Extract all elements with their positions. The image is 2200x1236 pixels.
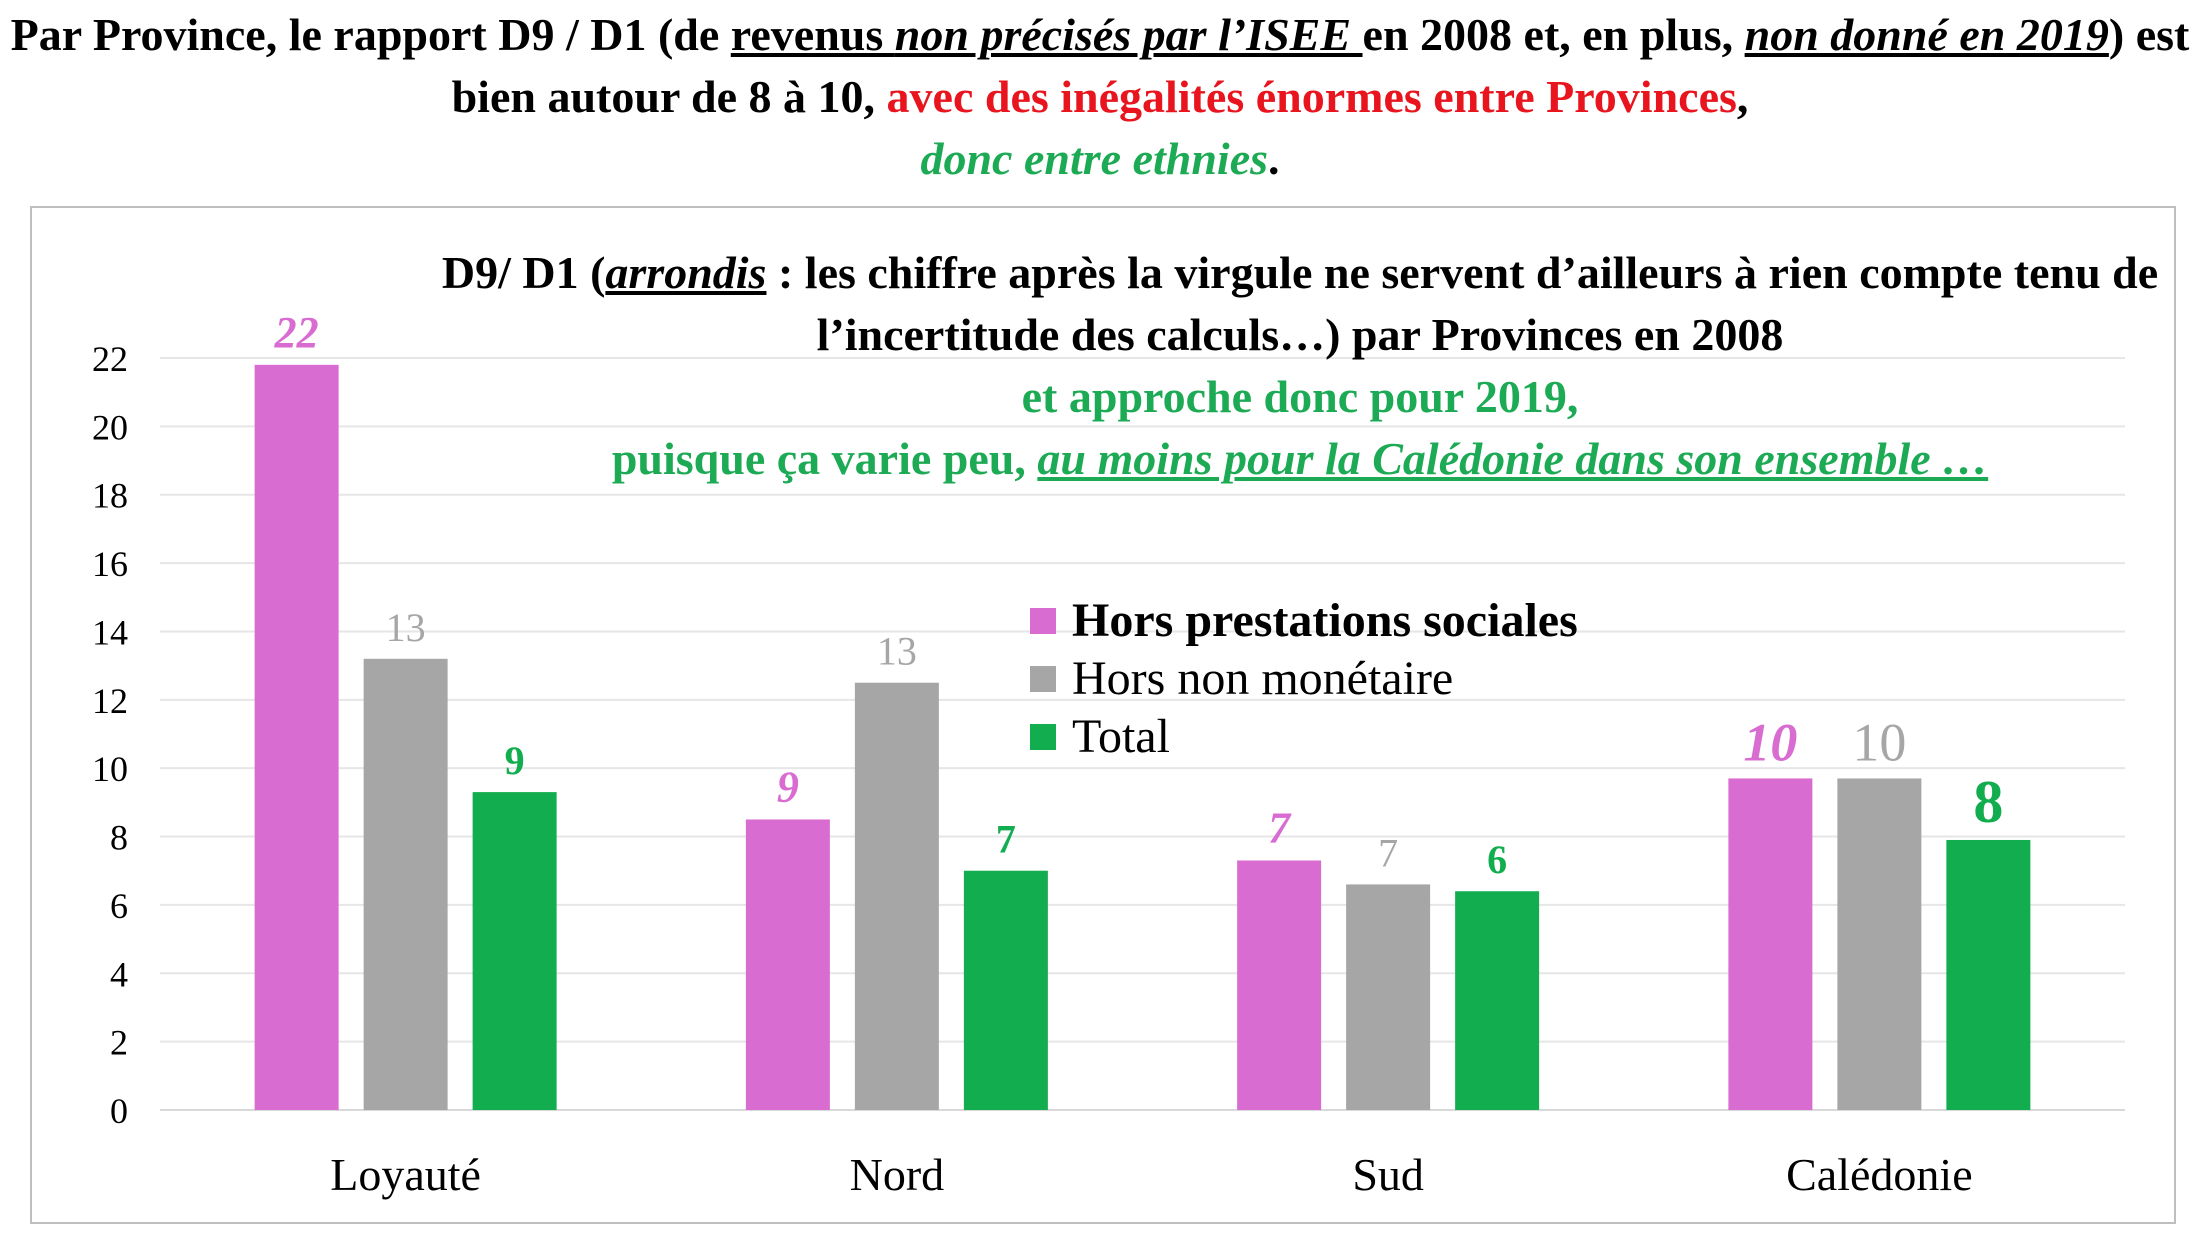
y-tick-label: 14	[92, 612, 128, 652]
bar	[363, 658, 448, 1110]
bar	[1346, 884, 1431, 1110]
y-tick-label: 12	[92, 681, 128, 721]
data-label: 6	[1487, 837, 1507, 882]
data-label: 22	[274, 308, 319, 357]
bar	[1455, 891, 1540, 1110]
data-label: 13	[877, 629, 917, 674]
bar	[745, 819, 830, 1110]
chart-title-sub-2: puisque ça varie peu, au moins pour la C…	[611, 433, 1989, 484]
legend-item-total: Total	[1030, 708, 1578, 766]
bar	[1946, 839, 2031, 1110]
y-tick-label: 18	[92, 476, 128, 516]
data-label: 13	[386, 605, 426, 650]
bar	[1837, 778, 1922, 1110]
headline: Par Province, le rapport D9 / D1 (de rev…	[0, 4, 2200, 190]
data-label: 7	[1268, 803, 1292, 852]
y-tick-label: 0	[110, 1091, 128, 1131]
legend-swatch-gray	[1030, 666, 1056, 692]
data-label: 10	[1743, 712, 1797, 772]
bar	[254, 364, 339, 1110]
x-category-label: Sud	[1352, 1149, 1424, 1200]
y-tick-label: 4	[110, 954, 128, 994]
y-tick-label: 6	[110, 886, 128, 926]
chart-title-main: D9/ D1 (arrondis : les chiffre après la …	[441, 247, 2159, 360]
headline-line-1: Par Province, le rapport D9 / D1 (de rev…	[10, 9, 2190, 122]
y-tick-label: 20	[92, 407, 128, 447]
y-tick-label: 22	[92, 339, 128, 379]
bar	[963, 870, 1048, 1110]
chart-legend: Hors prestations sociales Hors non monét…	[1030, 592, 1578, 766]
x-category-label: Calédonie	[1786, 1149, 1973, 1200]
chart-title-sub-1: et approche donc pour 2019,	[1021, 371, 1579, 422]
y-tick-label: 16	[92, 544, 128, 584]
x-category-label: Nord	[850, 1149, 945, 1200]
bar	[1728, 778, 1813, 1110]
bar	[1237, 860, 1322, 1110]
data-label: 8	[1973, 769, 2003, 835]
bar	[472, 792, 557, 1110]
data-label: 7	[1378, 830, 1398, 875]
data-label: 9	[777, 762, 799, 811]
legend-swatch-pink	[1030, 608, 1056, 634]
legend-item-hors-prestations: Hors prestations sociales	[1030, 592, 1578, 650]
legend-item-hors-non-monetaire: Hors non monétaire	[1030, 650, 1578, 708]
chart-title: D9/ D1 (arrondis : les chiffre après la …	[440, 242, 2160, 490]
headline-line-2: donc entre ethnies.	[920, 133, 1280, 184]
x-category-label: Loyauté	[330, 1149, 481, 1200]
legend-swatch-green	[1030, 724, 1056, 750]
data-label: 9	[505, 738, 525, 783]
bar	[854, 682, 939, 1110]
data-label: 10	[1852, 712, 1906, 772]
data-label: 7	[996, 817, 1016, 862]
y-tick-label: 2	[110, 1023, 128, 1063]
y-tick-label: 10	[92, 749, 128, 789]
y-tick-label: 8	[110, 818, 128, 858]
